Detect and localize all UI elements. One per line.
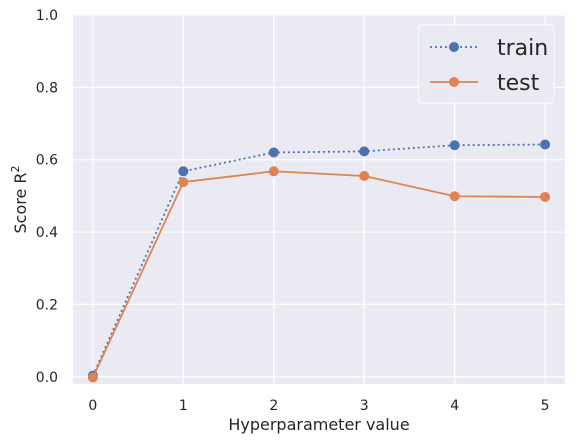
y-tick-label: 0.8 xyxy=(36,80,58,96)
data-point-test xyxy=(359,170,370,181)
series-line-test xyxy=(92,170,546,378)
x-tick-label: 1 xyxy=(179,398,188,414)
y-axis-label: Score R2 xyxy=(9,165,30,233)
x-tick-label: 5 xyxy=(541,398,550,414)
series-line-train xyxy=(92,143,546,377)
x-tick-label: 3 xyxy=(360,398,369,414)
legend-marker-test xyxy=(449,77,459,87)
data-point-train xyxy=(178,166,189,177)
data-point-test xyxy=(87,372,98,383)
y-axis-label-base: Score R xyxy=(11,172,30,233)
data-point-test xyxy=(449,191,460,202)
legend-label-test: test xyxy=(497,71,540,96)
legend-marker-train xyxy=(449,42,459,52)
tick-labels: 0 1 2 3 4 5 0.0 0.2 0.4 0.6 0.8 1.0 xyxy=(36,8,550,414)
x-tick-label: 4 xyxy=(450,398,459,414)
x-tick-label: 0 xyxy=(88,398,97,414)
legend-label-train: train xyxy=(497,36,548,61)
legend: train test xyxy=(417,24,555,104)
y-tick-label: 0.2 xyxy=(36,297,58,313)
data-point-train xyxy=(449,140,460,151)
data-point-test xyxy=(178,177,189,188)
x-axis-label: Hyperparameter value xyxy=(228,415,409,434)
y-tick-label: 0.0 xyxy=(36,370,58,386)
x-tick-label: 2 xyxy=(269,398,278,414)
data-point-test xyxy=(268,166,279,177)
y-tick-label: 0.4 xyxy=(36,225,58,241)
data-point-train xyxy=(540,139,551,150)
y-axis-label-superscript: 2 xyxy=(9,165,22,172)
data-point-test xyxy=(540,191,551,202)
data-point-train xyxy=(359,146,370,157)
data-point-train xyxy=(268,147,279,158)
series-layer xyxy=(87,139,551,383)
y-tick-label: 0.6 xyxy=(36,153,58,169)
y-tick-label: 1.0 xyxy=(36,8,58,24)
